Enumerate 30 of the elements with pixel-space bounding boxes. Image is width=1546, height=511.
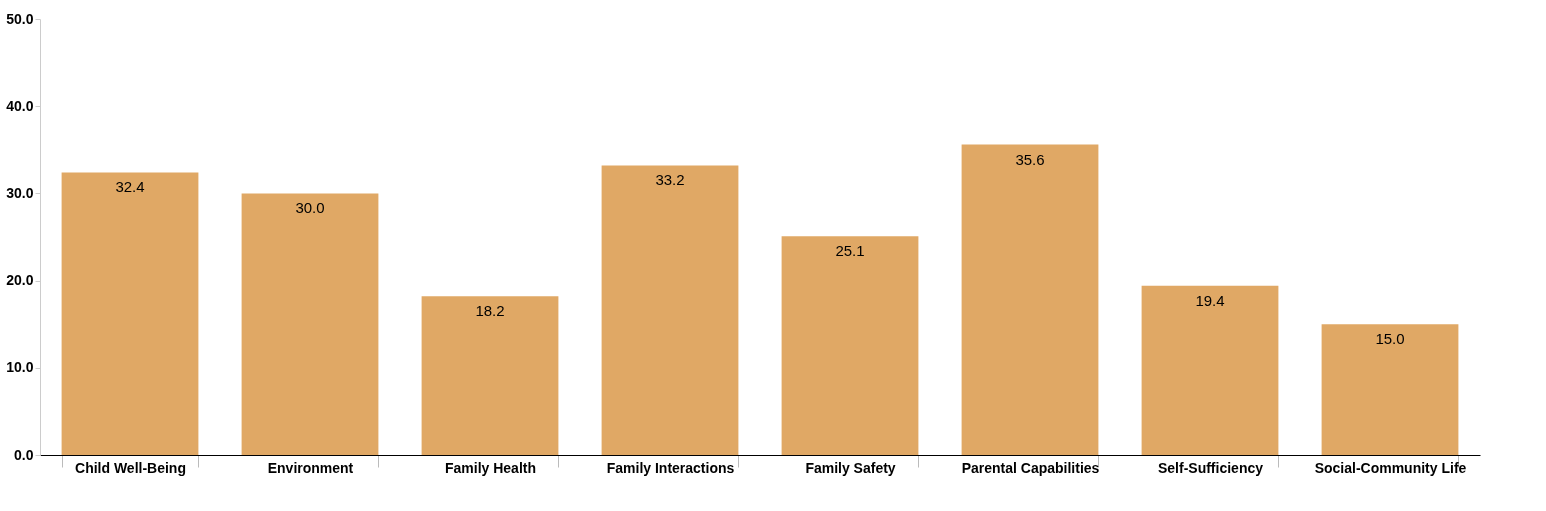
data-label: 19.4 — [1195, 291, 1225, 309]
bar — [241, 193, 379, 455]
y-tick-label: 10.0 — [6, 359, 34, 376]
data-label: 15.0 — [1375, 330, 1405, 348]
data-label: 35.6 — [1015, 150, 1045, 168]
y-tick-label: 50.0 — [6, 10, 34, 27]
y-tick-label: 30.0 — [6, 184, 34, 201]
data-label: 33.2 — [655, 171, 685, 189]
bar — [781, 236, 919, 455]
bar — [1321, 324, 1459, 455]
x-tick-label: Self-Sufficiency — [1157, 459, 1264, 476]
bar — [61, 172, 199, 455]
x-tick-label: Family Health — [444, 459, 537, 476]
y-tick-label: 0.0 — [14, 446, 34, 463]
y-tick-label: 40.0 — [6, 97, 34, 114]
x-tick-label: Family Safety — [805, 459, 896, 476]
y-tick-label: 20.0 — [6, 272, 34, 289]
bar — [601, 165, 739, 455]
x-tick-label: Child Well-Being — [75, 459, 186, 476]
x-tick-label: Family Interactions — [606, 459, 735, 476]
bar — [1141, 285, 1279, 455]
data-label: 30.0 — [295, 199, 325, 217]
x-tick-label: Social-Community Life — [1314, 459, 1467, 476]
data-label: 18.2 — [475, 302, 505, 320]
data-label: 32.4 — [115, 178, 145, 196]
x-tick-label: Parental Capabilities — [961, 459, 1100, 476]
data-label: 25.1 — [835, 242, 865, 260]
bar — [961, 144, 1099, 455]
bar — [421, 296, 559, 455]
x-tick-label: Environment — [267, 459, 354, 476]
